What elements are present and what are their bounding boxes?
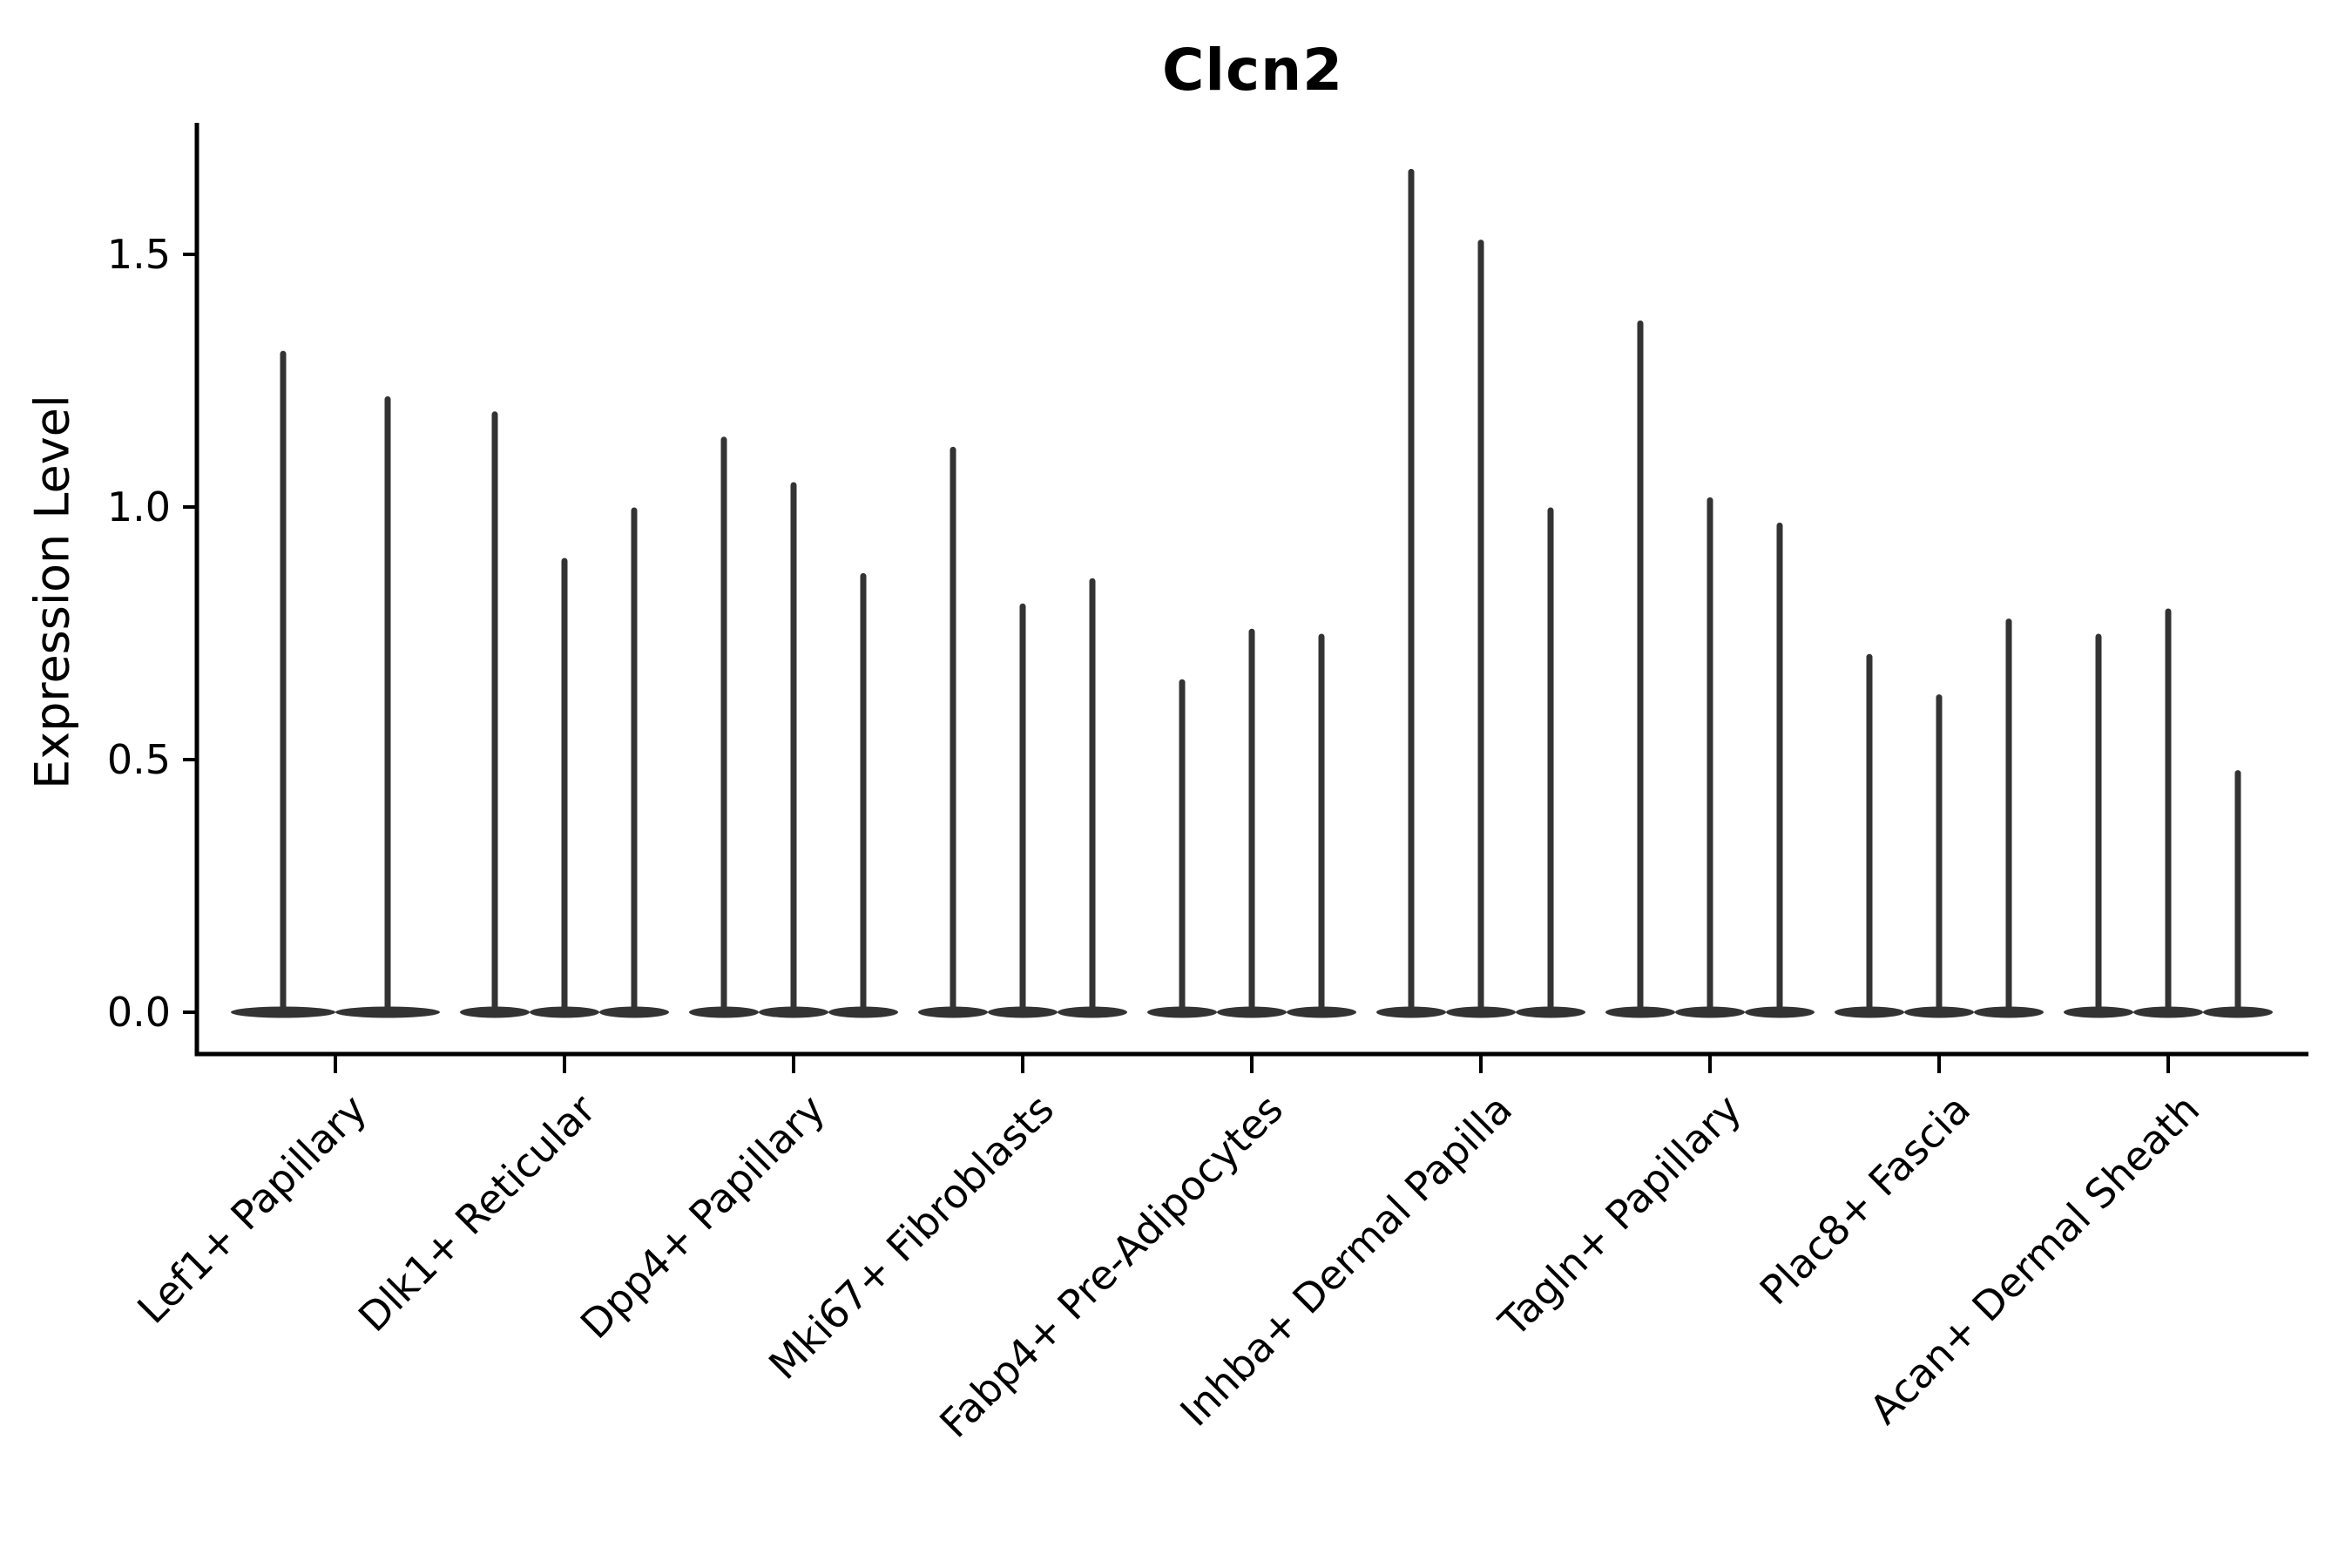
chart-title: Clcn2	[1161, 37, 1344, 104]
y-tick-label: 0.5	[107, 736, 171, 783]
y-tick-label: 1.5	[107, 231, 171, 278]
x-tick-label: Lef1+ Papillary	[128, 1085, 375, 1333]
y-axis-label: Expression Level	[24, 395, 80, 789]
x-tick-label: Tagln+ Papillary	[1490, 1085, 1751, 1347]
x-tick-label: Dpp4+ Papillary	[571, 1085, 834, 1348]
y-tick-label: 0.0	[107, 989, 171, 1036]
x-tick-label: Plac8+ Fascia	[1751, 1085, 1979, 1314]
x-tick-label: Dlk1+ Reticular	[349, 1085, 605, 1341]
y-tick-label: 1.0	[107, 483, 171, 531]
